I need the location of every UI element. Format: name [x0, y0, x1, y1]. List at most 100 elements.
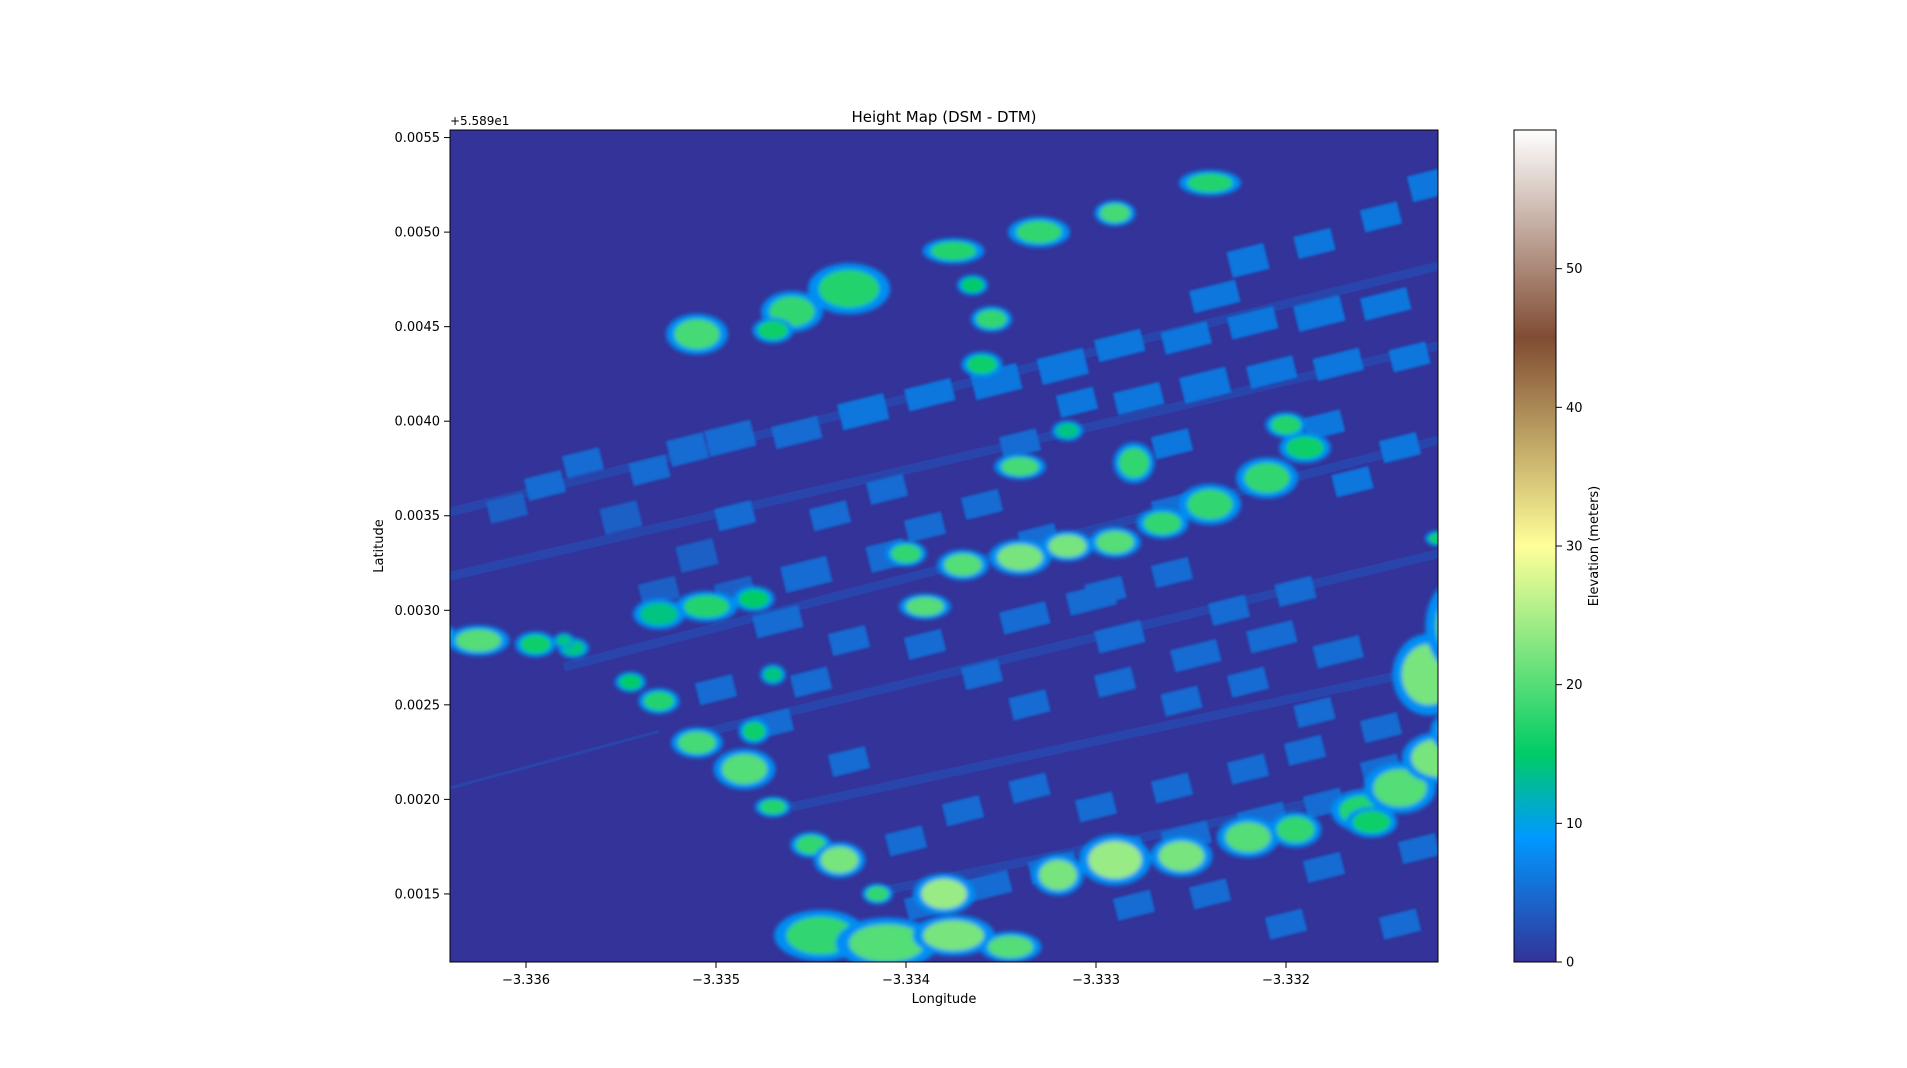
building [704, 419, 757, 457]
tree-canopy-edge [1425, 588, 1438, 663]
tree-canopy [1016, 220, 1062, 244]
tree-canopy [987, 935, 1034, 959]
y-tick-label: 0.0055 [395, 131, 441, 146]
y-tick-label: 0.0030 [395, 604, 441, 619]
tree-canopy [1225, 822, 1271, 853]
building [1008, 689, 1051, 721]
tree-canopy [1096, 530, 1134, 554]
tree-canopy [1436, 612, 1438, 639]
tree-canopy [1118, 447, 1150, 478]
tree-canopy-edge [450, 626, 457, 648]
trees-layer [412, 170, 1493, 962]
building [789, 666, 833, 698]
building [827, 624, 871, 657]
building [837, 393, 890, 431]
road [450, 729, 660, 790]
x-tick-label: −3.336 [502, 973, 550, 988]
building [1160, 685, 1203, 717]
tree-canopy [757, 320, 789, 340]
building [1150, 428, 1194, 460]
building [1388, 341, 1431, 373]
tree-canopy [619, 674, 642, 690]
building [1264, 908, 1308, 940]
building [1397, 832, 1438, 865]
building [1359, 287, 1412, 321]
tree-canopy [1187, 173, 1233, 193]
building [1359, 711, 1403, 744]
tree-canopy [1187, 489, 1233, 520]
tree-canopy [1276, 816, 1315, 843]
building [1245, 355, 1298, 389]
tree-canopy [923, 920, 984, 951]
tree-canopy [643, 691, 675, 711]
y-tick-label: 0.0045 [395, 320, 441, 335]
colorbar: 0 10 20 30 40 50 Elevation (meters) [1513, 129, 1602, 971]
road [450, 341, 1438, 581]
building [941, 795, 985, 827]
building [1226, 242, 1270, 278]
building [903, 377, 956, 412]
tree-canopy [1244, 462, 1290, 493]
tree-canopy [1411, 738, 1438, 777]
building [1188, 878, 1232, 910]
tree-canopy [1158, 841, 1205, 872]
building [998, 601, 1051, 635]
colorbar-tick-label: 40 [1566, 401, 1583, 416]
building [1312, 347, 1365, 382]
building [960, 488, 1004, 521]
tree-canopy [678, 731, 716, 754]
tree-canopy [763, 667, 783, 683]
building [1112, 889, 1156, 921]
tree-canopy [412, 626, 450, 649]
building [1378, 432, 1422, 464]
tree-canopy [866, 886, 889, 902]
tree-canopy [976, 309, 1007, 329]
building [675, 537, 719, 573]
building [865, 473, 909, 505]
tree-canopy [1088, 841, 1142, 879]
building [1178, 366, 1232, 404]
tree-canopy [966, 355, 998, 374]
building [998, 428, 1042, 460]
building [1226, 666, 1270, 698]
building [1359, 201, 1403, 233]
tree-canopy [1048, 534, 1087, 558]
building [1036, 347, 1089, 385]
building [884, 825, 928, 857]
building [1169, 638, 1222, 673]
x-axis-label: Longitude [912, 992, 977, 1007]
tree-canopy [455, 629, 502, 652]
building [1150, 772, 1194, 804]
tree-canopy [1056, 423, 1079, 439]
building [808, 500, 852, 532]
building [713, 500, 757, 532]
y-tick-label: 0.0035 [395, 509, 441, 524]
building [1293, 227, 1336, 260]
tree-canopy [1373, 769, 1427, 807]
tree-canopy [742, 721, 766, 741]
building [1302, 409, 1346, 441]
building [637, 575, 681, 607]
tree-canopy [1440, 712, 1493, 750]
building [1093, 328, 1146, 363]
tree-canopy [759, 799, 787, 815]
plot-frame [449, 129, 1439, 963]
building [903, 511, 947, 543]
building [485, 492, 529, 524]
building [1312, 635, 1365, 669]
building [903, 628, 947, 660]
building [694, 674, 738, 706]
tree-canopy [674, 319, 720, 350]
colorbar-tick-label: 0 [1566, 956, 1574, 971]
building [1112, 381, 1165, 416]
building [1160, 321, 1213, 355]
tree-canopy [820, 846, 859, 874]
tree-canopy [930, 241, 977, 261]
y-offset-label: +5.589e1 [450, 114, 509, 128]
building [1274, 575, 1317, 607]
y-tick-label: 0.0020 [395, 793, 441, 808]
tree-canopy [961, 277, 984, 293]
tree-canopy [1286, 436, 1324, 460]
tree-canopy [1143, 512, 1182, 535]
